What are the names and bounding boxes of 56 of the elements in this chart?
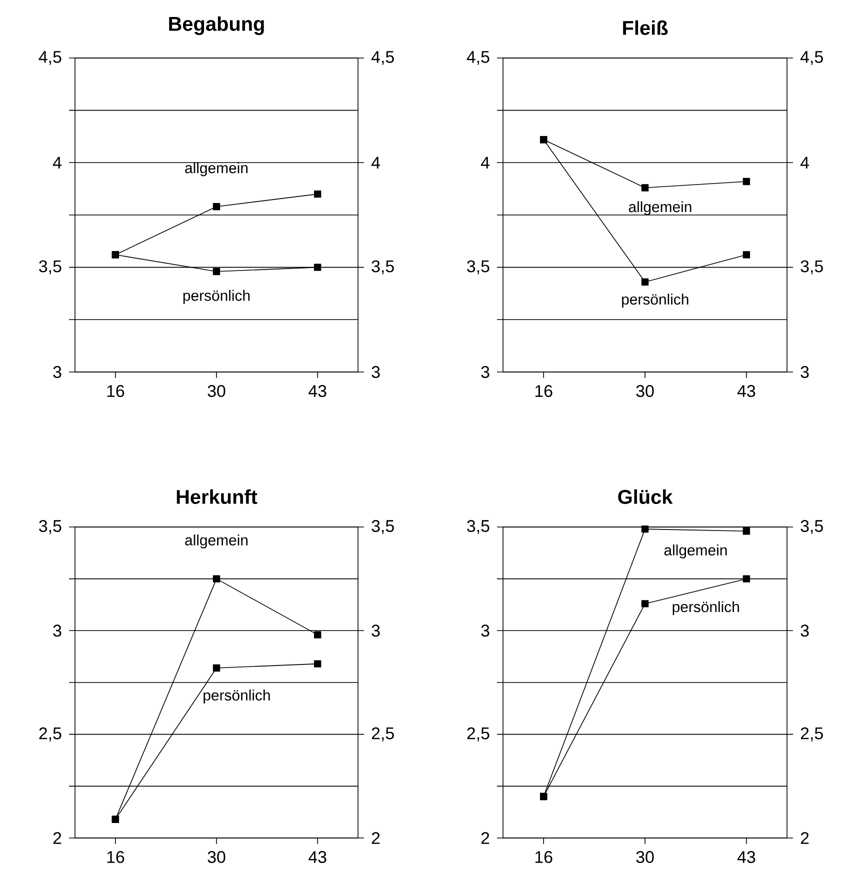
y2-tick-label: 4 xyxy=(800,156,809,168)
y-tick-label: 2 xyxy=(53,832,62,844)
chart-title: Herkunft xyxy=(176,489,258,504)
y-tick-label: 3,5 xyxy=(39,520,62,534)
y-tick-label: 4 xyxy=(480,156,490,168)
y2-tick-label: 4,5 xyxy=(371,51,394,65)
text: allgemein xyxy=(185,534,248,548)
y2-tick-label: 3 xyxy=(800,624,809,637)
series-label: allgemein xyxy=(664,544,727,558)
x-tick-label: 16 xyxy=(535,385,552,398)
y-tick-label: 4,5 xyxy=(466,51,490,65)
x-tick-label: 30 xyxy=(208,851,226,864)
y-tick-label: 2,5 xyxy=(467,727,490,742)
series-label: persönlich xyxy=(672,601,739,616)
x-tick-label: 43 xyxy=(737,385,756,398)
y-tick-label: 3,5 xyxy=(467,260,490,274)
x-tick-label: 16 xyxy=(535,851,552,864)
chart-title: Begabung xyxy=(169,16,264,35)
x-tick-label: 43 xyxy=(308,385,326,398)
series-label: persönlich xyxy=(183,290,250,304)
series-label: allgemein xyxy=(628,201,692,216)
y-tick-label: 3 xyxy=(481,366,490,378)
y2-tick-label: 3 xyxy=(372,624,380,637)
x-tick-label: 16 xyxy=(107,851,124,864)
y2-tick-label: 3,5 xyxy=(372,520,394,534)
x-tick-label: 30 xyxy=(636,385,654,398)
y-tick-label: 3 xyxy=(481,624,490,637)
y2-tick-label: 3,5 xyxy=(372,260,394,274)
x-tick-label: 30 xyxy=(636,851,654,864)
y2-tick-label: 4 xyxy=(371,156,380,168)
series-label: persönlich xyxy=(622,294,688,308)
y2-tick-label: 3 xyxy=(800,366,809,378)
y2-tick-label: 2,5 xyxy=(372,727,394,742)
y2-tick-label: 3 xyxy=(372,366,380,378)
y2-tick-label: 2 xyxy=(372,832,380,844)
chart-title: Glück xyxy=(618,489,673,504)
y2-tick-label: 3,5 xyxy=(800,260,823,274)
y-tick-label: 3,5 xyxy=(467,520,490,534)
chart-title: Fleiß xyxy=(623,20,668,35)
y-tick-label: 2 xyxy=(481,832,490,844)
y-tick-label: 3 xyxy=(53,366,62,378)
y-tick-label: 3 xyxy=(53,624,62,637)
y-tick-label: 2,5 xyxy=(39,727,62,742)
series-label: persönlich xyxy=(204,690,270,704)
y-tick-label: 3,5 xyxy=(39,260,62,274)
y2-tick-label: 4,5 xyxy=(800,51,823,65)
x-tick-label: 43 xyxy=(308,851,326,864)
y-tick-label: 4,5 xyxy=(38,51,62,65)
series-label: allgemein xyxy=(185,162,248,176)
x-tick-label: 30 xyxy=(208,385,226,398)
y2-tick-label: 2 xyxy=(800,832,809,844)
y2-tick-label: 3,5 xyxy=(800,520,823,534)
x-tick-label: 16 xyxy=(107,385,124,398)
y-tick-label: 4 xyxy=(52,156,62,168)
y2-tick-label: 2,5 xyxy=(800,727,823,742)
x-tick-label: 43 xyxy=(737,851,756,864)
